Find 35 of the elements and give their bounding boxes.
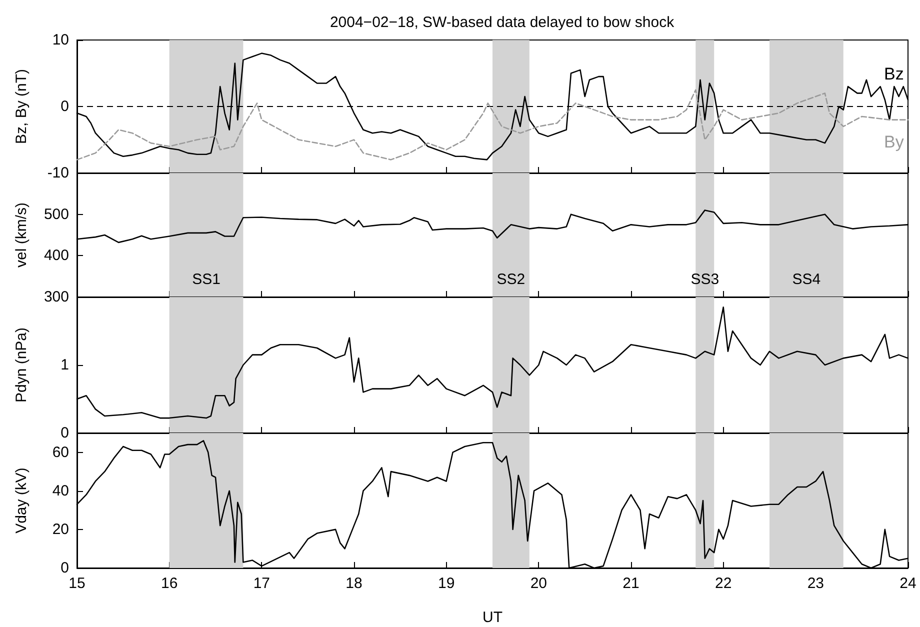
x-tick-label: 16 bbox=[160, 575, 178, 592]
y-tick-label: 500 bbox=[44, 206, 69, 223]
band-label: SS4 bbox=[792, 271, 821, 288]
y-tick-label: 1 bbox=[60, 356, 69, 374]
y-tick-label: 20 bbox=[52, 520, 69, 538]
series-label: By bbox=[884, 132, 904, 152]
x-axis-title: UT bbox=[482, 609, 502, 626]
x-tick-label: 24 bbox=[900, 575, 916, 592]
x-tick-label: 20 bbox=[530, 575, 548, 592]
x-tick-label: 23 bbox=[807, 575, 824, 592]
x-tick-label: 22 bbox=[714, 575, 732, 592]
x-tick-label: 18 bbox=[346, 575, 362, 592]
y-tick-label: 10 bbox=[52, 32, 69, 48]
band-label: SS1 bbox=[192, 271, 220, 288]
y-axis-title: Bz, By (nT) bbox=[13, 68, 30, 144]
y-tick-label: 0 bbox=[60, 424, 69, 442]
y-tick-label: 300 bbox=[44, 288, 69, 306]
band-label: SS2 bbox=[496, 271, 526, 288]
y-tick-label: -10 bbox=[47, 164, 69, 182]
x-tick-label: 19 bbox=[438, 575, 455, 592]
line-series bbox=[76, 89, 909, 160]
series-label: Bz bbox=[884, 64, 904, 84]
x-tick-label: 15 bbox=[68, 575, 86, 592]
x-tick-label: 21 bbox=[622, 575, 640, 592]
y-tick-label: 0 bbox=[60, 560, 69, 576]
x-tick-label: 17 bbox=[253, 575, 270, 592]
y-axis-title: vel (km/s) bbox=[13, 202, 30, 268]
y-tick-label: 400 bbox=[44, 247, 69, 264]
y-axis-title: Pdyn (nPa) bbox=[13, 327, 30, 403]
band-label: SS3 bbox=[690, 271, 720, 288]
chart-title: 2004−02−18, SW-based data delayed to bow shock bbox=[330, 14, 675, 31]
y-tick-label: 60 bbox=[52, 444, 69, 461]
y-tick-label: 0 bbox=[60, 98, 69, 115]
y-axis-title: Vday (kV) bbox=[13, 468, 30, 534]
y-tick-label: 40 bbox=[52, 482, 69, 500]
